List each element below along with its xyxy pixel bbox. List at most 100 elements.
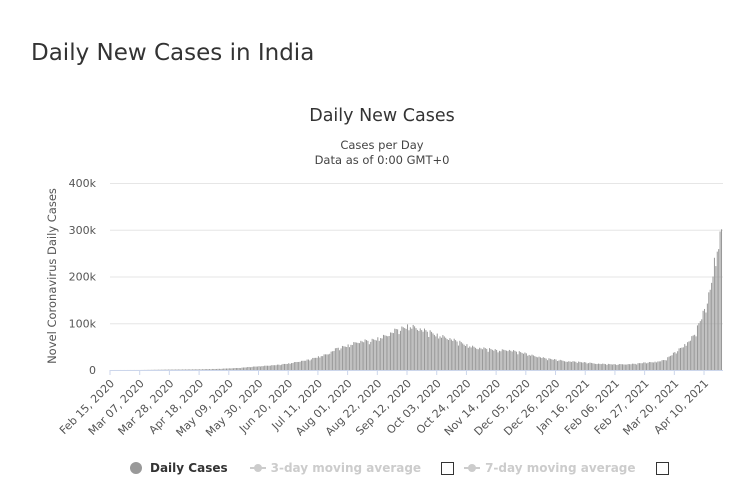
bar[interactable]: [245, 367, 247, 370]
bar[interactable]: [689, 340, 691, 370]
bar[interactable]: [524, 352, 526, 370]
bar[interactable]: [606, 364, 608, 370]
bar[interactable]: [213, 368, 215, 370]
bar[interactable]: [225, 368, 227, 370]
bar[interactable]: [375, 340, 377, 370]
bar[interactable]: [298, 361, 300, 370]
bar[interactable]: [200, 369, 202, 370]
bar[interactable]: [627, 364, 629, 370]
bar[interactable]: [530, 355, 532, 370]
bar[interactable]: [647, 362, 649, 370]
bar[interactable]: [349, 347, 351, 370]
bar[interactable]: [619, 364, 621, 370]
bar[interactable]: [409, 327, 411, 370]
bar[interactable]: [258, 366, 260, 370]
bar[interactable]: [490, 348, 492, 370]
bar[interactable]: [573, 361, 575, 370]
bar[interactable]: [242, 367, 244, 370]
bar[interactable]: [358, 343, 360, 370]
bar[interactable]: [214, 368, 216, 370]
bar[interactable]: [351, 345, 353, 370]
bar[interactable]: [555, 359, 557, 370]
bar[interactable]: [582, 362, 584, 370]
bar[interactable]: [364, 339, 366, 370]
bar[interactable]: [685, 345, 687, 370]
bar[interactable]: [308, 359, 310, 370]
bar[interactable]: [316, 357, 318, 370]
bar[interactable]: [568, 361, 570, 370]
bar[interactable]: [432, 333, 434, 370]
bar[interactable]: [633, 363, 635, 370]
bar[interactable]: [644, 362, 646, 370]
bar[interactable]: [607, 363, 609, 370]
bar[interactable]: [279, 365, 281, 370]
bar[interactable]: [285, 363, 287, 370]
bar[interactable]: [299, 361, 301, 370]
bar[interactable]: [629, 364, 631, 370]
bar[interactable]: [262, 366, 264, 370]
bar[interactable]: [585, 362, 587, 370]
bar[interactable]: [602, 363, 604, 370]
bar[interactable]: [411, 328, 413, 370]
bar[interactable]: [319, 357, 321, 370]
bar[interactable]: [702, 310, 704, 370]
bar[interactable]: [640, 363, 642, 370]
bar[interactable]: [579, 361, 581, 370]
bar[interactable]: [313, 357, 315, 370]
bar[interactable]: [326, 354, 328, 370]
bar[interactable]: [522, 353, 525, 370]
bar[interactable]: [514, 350, 516, 370]
bar[interactable]: [520, 352, 522, 370]
bar[interactable]: [283, 363, 285, 370]
bar[interactable]: [387, 336, 389, 370]
bar[interactable]: [660, 361, 662, 370]
bar[interactable]: [501, 349, 503, 370]
bar[interactable]: [266, 365, 269, 370]
bar[interactable]: [544, 357, 546, 370]
bar[interactable]: [630, 364, 632, 370]
bar[interactable]: [211, 368, 213, 370]
bar[interactable]: [274, 365, 276, 370]
bar[interactable]: [541, 358, 543, 370]
bar[interactable]: [713, 257, 715, 370]
bar[interactable]: [282, 363, 284, 370]
bar[interactable]: [626, 364, 628, 370]
bar[interactable]: [269, 365, 271, 370]
bar[interactable]: [612, 364, 614, 370]
bar[interactable]: [653, 362, 655, 370]
bar[interactable]: [678, 348, 680, 370]
bar[interactable]: [675, 353, 677, 370]
bar[interactable]: [207, 369, 209, 370]
bar[interactable]: [623, 364, 625, 370]
bar[interactable]: [487, 351, 489, 370]
bar[interactable]: [661, 360, 663, 370]
bar[interactable]: [234, 368, 236, 370]
bar[interactable]: [296, 361, 298, 370]
bar[interactable]: [616, 365, 618, 370]
bar[interactable]: [230, 368, 232, 370]
bar[interactable]: [405, 328, 407, 370]
bar[interactable]: [455, 340, 457, 370]
bar[interactable]: [592, 363, 594, 370]
bar[interactable]: [431, 331, 433, 370]
bar[interactable]: [716, 251, 718, 370]
bar[interactable]: [575, 361, 577, 370]
bar[interactable]: [711, 282, 713, 370]
bar[interactable]: [373, 339, 375, 370]
bar[interactable]: [209, 369, 211, 370]
bar[interactable]: [385, 335, 387, 370]
bar[interactable]: [276, 364, 278, 370]
bar[interactable]: [701, 319, 703, 370]
bar[interactable]: [663, 360, 665, 370]
bar[interactable]: [197, 369, 199, 370]
bar[interactable]: [332, 351, 334, 370]
bar[interactable]: [223, 368, 225, 370]
bar[interactable]: [681, 347, 683, 370]
bar[interactable]: [346, 347, 348, 370]
bar[interactable]: [564, 361, 566, 370]
bar[interactable]: [664, 360, 666, 370]
bar[interactable]: [189, 369, 191, 370]
bar[interactable]: [390, 332, 392, 370]
bar[interactable]: [288, 363, 290, 370]
bar[interactable]: [248, 366, 250, 370]
